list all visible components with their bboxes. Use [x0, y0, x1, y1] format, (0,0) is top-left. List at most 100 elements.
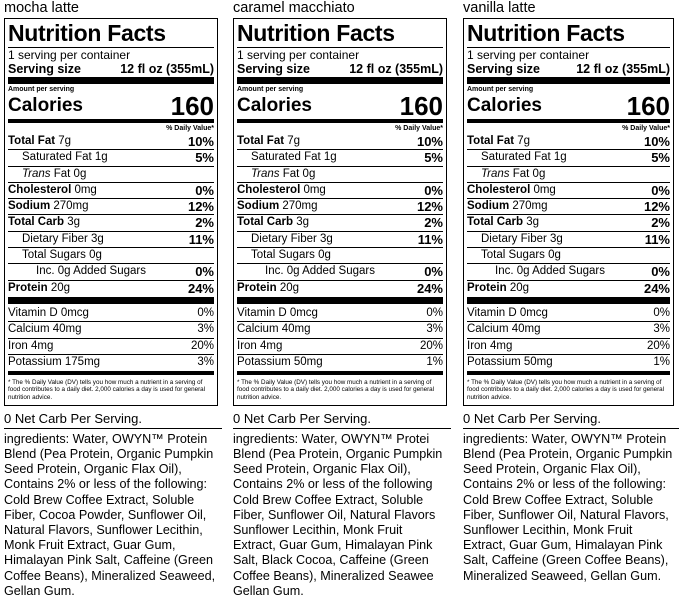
nutrient-daily-value: 11% [644, 231, 670, 247]
nutrient-label: Trans [481, 167, 510, 180]
nutrient-name: Saturated Fat 1g [8, 150, 108, 165]
ingredients-separator [233, 427, 451, 429]
daily-value-header: % Daily Value* [166, 125, 214, 132]
ingredients-separator [463, 427, 679, 429]
nutrient-row: Saturated Fat 1g 5% [8, 149, 214, 165]
nutrition-facts-panel: Nutrition Facts 1 serving per container … [463, 18, 674, 406]
vitamin-daily-value: 3% [426, 323, 443, 336]
calories-row: Calories 160 [8, 93, 214, 119]
serving-size-value: 12 fl oz (355mL) [576, 62, 670, 76]
nutrient-name: Trans Fat 0g [8, 167, 86, 182]
nutrient-name: Protein 20g [467, 281, 529, 296]
nutrient-amount: Fat 0g [50, 167, 87, 180]
nutrient-label: Total Carb [8, 216, 65, 229]
vitamin-name: Potassium 50mg [467, 355, 553, 368]
net-carb-statement: 0 Net Carb Per Serving. [4, 410, 143, 426]
net-carb-statement: 0 Net Carb Per Serving. [233, 410, 372, 426]
label-column-mocha: mocha latte Nutrition Facts 1 serving pe… [4, 0, 224, 599]
nutrient-label: Sodium [467, 200, 510, 213]
vitamin-row: Vitamin D 0mcg 0% [8, 306, 214, 321]
calories-value: 160 [399, 91, 443, 121]
nutrient-amount: 20g [276, 281, 300, 294]
nutrient-row: Cholesterol 0mg 0% [237, 181, 443, 198]
nutrient-label: Total Sugars [481, 249, 545, 262]
nutrient-label: Total Fat [8, 135, 56, 147]
nutrient-daily-value: 12% [643, 199, 670, 215]
nutrient-label: Trans [251, 167, 280, 180]
nutrient-label: Protein [467, 281, 507, 294]
vitamin-name: Potassium 175mg [8, 355, 101, 368]
nutrient-daily-value: 2% [195, 215, 214, 231]
nutrient-daily-value: 0% [195, 182, 214, 198]
nutrient-name: Total Sugars 0g [8, 248, 102, 263]
nutrient-label: Cholesterol [237, 183, 301, 196]
nutrient-daily-value: 0% [651, 182, 670, 198]
nutrient-row: Dietary Fiber 3g 11% [467, 230, 670, 247]
serving-size-label: Serving size [237, 62, 310, 76]
vitamin-daily-value: 0% [426, 306, 443, 319]
nutrient-name: Cholesterol 0mg [467, 183, 556, 198]
thick-divider [8, 296, 214, 304]
nutrition-facts-title: Nutrition Facts [8, 20, 166, 46]
nutrient-row: Total Sugars 0g [237, 247, 443, 263]
nutrient-list: Total Fat 7g 10% Saturated Fat 1g 5% Trans F… [8, 134, 214, 296]
serving-size-row: Serving size 12 fl oz (355mL) [237, 62, 443, 76]
thick-divider [237, 296, 443, 304]
flavor-name: caramel macchiato [233, 0, 355, 16]
nutrient-row: Sodium 270mg 12% [8, 198, 214, 214]
nutrient-list: Total Fat 7g 10% Saturated Fat 1g 5% Trans F… [237, 134, 443, 296]
nutrient-row: Protein 20g 24% [467, 279, 670, 296]
nutrient-daily-value: 24% [416, 280, 443, 296]
ingredients-text: ingredients: Water, OWYN™ Protein Blend … [4, 431, 216, 598]
medium-divider [467, 119, 670, 123]
thick-divider [237, 77, 443, 84]
serving-size-value: 12 fl oz (355mL) [120, 62, 214, 76]
nutrient-amount: 0mg [71, 183, 97, 196]
nutrient-row: Protein 20g 24% [8, 279, 214, 296]
daily-value-header: % Daily Value* [622, 125, 670, 132]
nutrient-daily-value: 10% [187, 134, 214, 149]
vitamin-row: Potassium 175mg 3% [8, 353, 214, 370]
nutrient-label: Sodium [8, 200, 51, 213]
nutrient-name: Protein 20g [237, 281, 299, 296]
vitamin-name: Iron 4mg [467, 339, 513, 352]
vitamin-name: Vitamin D 0mcg [237, 306, 318, 319]
nutrient-amount: 0g [314, 249, 331, 262]
nutrient-name: Cholesterol 0mg [237, 183, 326, 198]
vitamin-row: Calcium 40mg 3% [8, 321, 214, 337]
medium-divider [467, 371, 670, 376]
nutrient-name: Inc. 0g Added Sugars [237, 264, 375, 279]
nutrient-daily-value: 5% [651, 150, 670, 166]
vitamin-row: Potassium 50mg 1% [237, 353, 443, 370]
nutrient-name: Inc. 0g Added Sugars [467, 264, 605, 279]
nutrition-facts-panel: Nutrition Facts 1 serving per container … [233, 18, 447, 406]
nutrient-amount: 20g [506, 281, 530, 294]
nutrient-name: Total Fat 7g [8, 134, 71, 149]
nutrient-amount: 0g [544, 249, 561, 262]
vitamin-daily-value: 3% [197, 323, 214, 336]
nutrient-label: Total Fat [467, 135, 515, 147]
nutrient-row: Trans Fat 0g [237, 165, 443, 182]
ingredients-separator [4, 427, 222, 429]
vitamin-list: Vitamin D 0mcg 0% Calcium 40mg 3% Iron 4mg 20… [467, 306, 670, 370]
nutrient-name: Dietary Fiber 3g [8, 232, 104, 247]
nutrient-amount: 7g [284, 135, 301, 147]
nutrition-facts-panel: Nutrition Facts 1 serving per container … [4, 18, 218, 406]
serving-size-row: Serving size 12 fl oz (355mL) [8, 62, 214, 76]
nutrient-amount: 3g [293, 216, 310, 229]
nutrient-name: Sodium 270mg [8, 199, 89, 214]
nutrient-daily-value: 12% [416, 199, 443, 215]
nutrient-label: Dietary Fiber [251, 232, 317, 245]
nutrient-amount: 3g [546, 232, 563, 245]
nutrient-amount: 20g [47, 281, 71, 294]
serving-size-label: Serving size [8, 62, 81, 76]
serving-size-row: Serving size 12 fl oz (355mL) [467, 62, 670, 76]
amount-per-serving: Amount per serving [467, 86, 534, 93]
nutrition-facts-title: Nutrition Facts [467, 20, 625, 46]
nutrient-amount: 270mg [509, 200, 548, 213]
nutrient-daily-value: 10% [416, 134, 443, 149]
nutrient-name: Cholesterol 0mg [8, 183, 97, 198]
flavor-name: mocha latte [4, 0, 79, 16]
nutrient-daily-value: 0% [195, 264, 214, 280]
nutrient-label: Cholesterol [467, 183, 531, 196]
